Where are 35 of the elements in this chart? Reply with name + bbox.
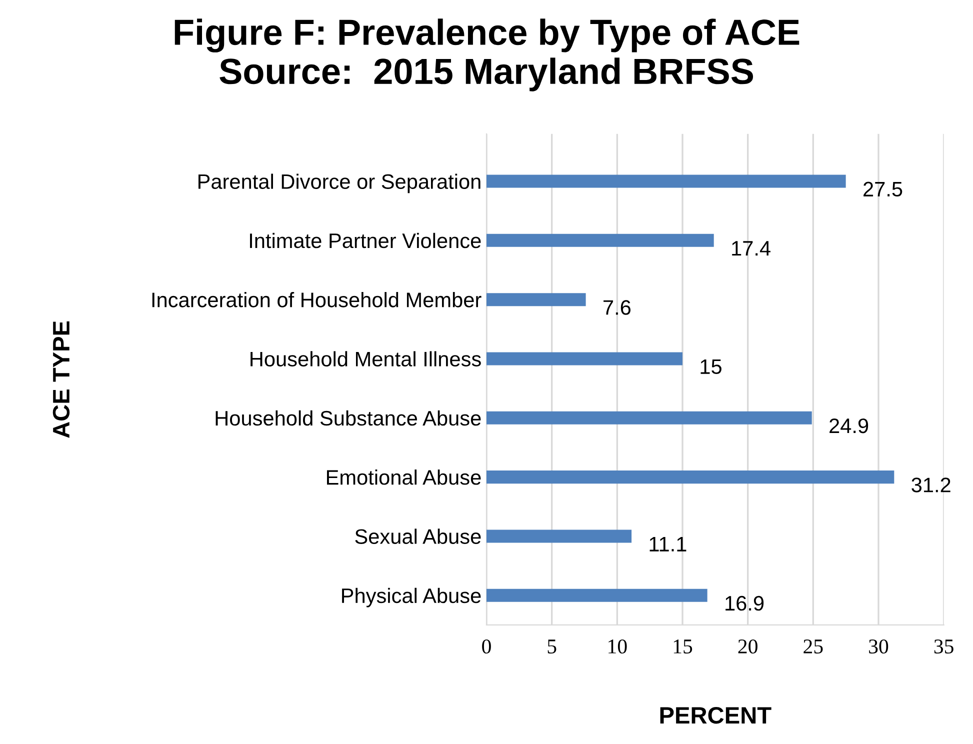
x-tick-label: 15 bbox=[674, 640, 692, 654]
x-tick-label: 0 bbox=[482, 639, 491, 654]
bar bbox=[486, 530, 632, 543]
x-tick-label: 10 bbox=[608, 639, 627, 654]
bar bbox=[486, 588, 708, 602]
bar bbox=[486, 470, 894, 484]
data-label: 31.2 bbox=[912, 478, 950, 492]
data-label: 11.1 bbox=[650, 536, 686, 552]
y-tick-label: Emotional Abuse bbox=[327, 470, 481, 485]
y-tick-label: Intimate Partner Violence bbox=[250, 232, 481, 248]
bar bbox=[486, 234, 714, 247]
data-label: 27.5 bbox=[864, 182, 902, 197]
x-tick-label: 20 bbox=[738, 639, 758, 654]
chart-title: Figure F: Prevalence by Type of ACE Source: 2015 Maryland BRFSS bbox=[174, 18, 800, 92]
y-tick-label: Parental Divorce or Separation bbox=[198, 174, 480, 194]
bar bbox=[486, 293, 586, 306]
y-tick-label: Physical Abuse bbox=[342, 588, 481, 608]
bar bbox=[486, 352, 682, 366]
data-label: 7.6 bbox=[604, 300, 631, 315]
data-label: 17.4 bbox=[732, 241, 770, 256]
data-label: 24.9 bbox=[830, 418, 868, 434]
y-tick-label: Incarceration of Household Member bbox=[152, 292, 482, 308]
y-tick-label: Household Mental Illness bbox=[250, 351, 481, 366]
y-tick-label: Household Substance Abuse bbox=[216, 410, 481, 426]
y-tick-label: Sexual Abuse bbox=[355, 528, 481, 544]
bar bbox=[486, 174, 846, 188]
x-tick-label: 25 bbox=[804, 640, 823, 654]
x-tick-label: 30 bbox=[869, 639, 888, 654]
y-axis-title: ACE TYPE bbox=[52, 321, 70, 438]
x-tick-label: 5 bbox=[548, 640, 556, 654]
x-tick-label: 35 bbox=[934, 640, 954, 654]
x-axis-title: PERCENT bbox=[660, 706, 772, 724]
data-label: 15 bbox=[700, 360, 722, 374]
data-label: 16.9 bbox=[726, 596, 764, 611]
bar bbox=[486, 411, 812, 424]
